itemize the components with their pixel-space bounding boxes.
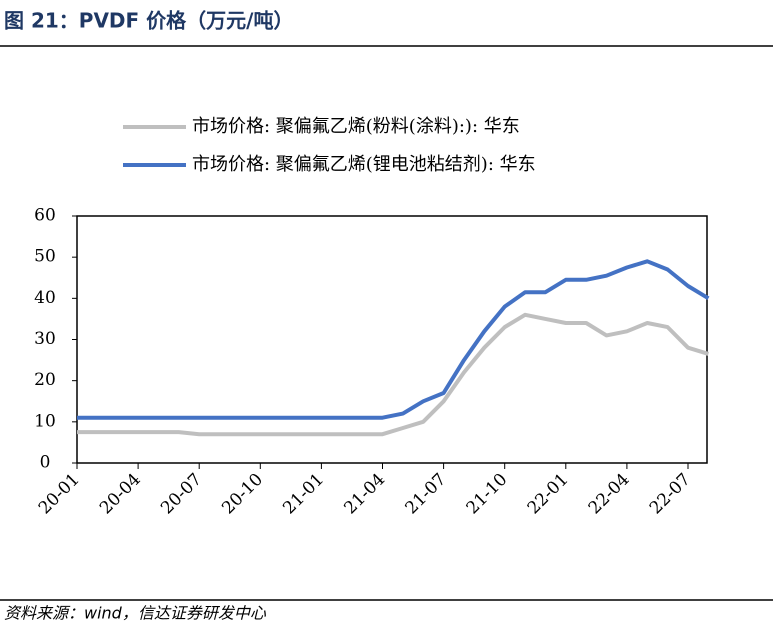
y-tick-label: 10 — [34, 411, 56, 431]
series-line — [77, 259, 710, 420]
x-tick-label: 21-01 — [279, 470, 328, 519]
y-tick-label: 0 — [40, 453, 51, 473]
x-tick-label: 21-10 — [463, 470, 512, 519]
x-tick-label: 21-07 — [402, 470, 451, 519]
y-tick-label: 30 — [34, 329, 56, 349]
legend-label: 市场价格: 聚偏氟乙烯(粉料(涂料):): 华东 — [192, 116, 520, 137]
legend-label: 市场价格: 聚偏氟乙烯(锂电池粘结剂): 华东 — [192, 154, 536, 175]
x-tick-label: 22-04 — [585, 470, 634, 519]
x-tick-label: 20-07 — [157, 470, 206, 519]
plot-frame — [76, 215, 708, 464]
chart-title: 图 21：PVDF 价格（万元/吨） — [4, 9, 293, 33]
x-tick-label: 20-10 — [218, 470, 267, 519]
x-tick-label: 20-04 — [96, 470, 145, 519]
source: 资料来源：wind，信达证券研发中心 — [4, 604, 267, 623]
x-tick-label: 22-01 — [524, 470, 573, 519]
y-tick-label: 40 — [34, 288, 56, 308]
x-tick-label: 22-07 — [646, 470, 695, 519]
x-tick-label: 21-04 — [340, 470, 389, 519]
x-tick-label: 20-01 — [35, 470, 84, 519]
y-tick-label: 20 — [34, 370, 56, 390]
y-tick-label: 60 — [34, 206, 56, 226]
series-line — [77, 312, 709, 437]
y-tick-label: 50 — [34, 247, 56, 267]
